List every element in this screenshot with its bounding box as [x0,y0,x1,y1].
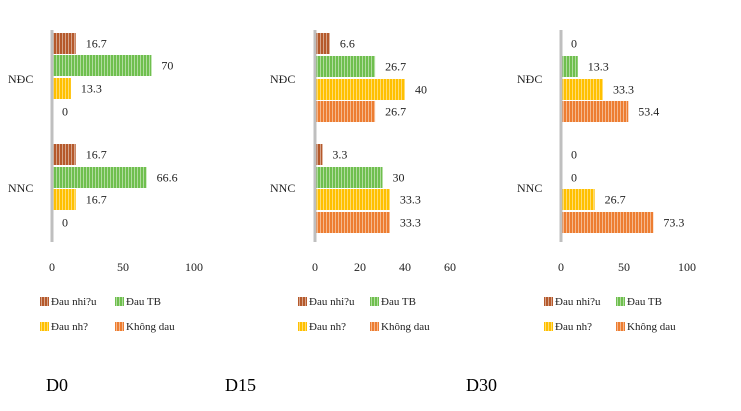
data-label-dau-tb-ndc: 70 [161,59,173,73]
data-label-dau-nhe-nnc: 26.7 [605,193,626,207]
data-label-khong-dau-nnc: 73.3 [663,216,684,230]
legend-label-khong-dau: Không dau [126,321,175,333]
data-label-dau-nhieu-nnc: 3.3 [332,148,347,162]
bar-dau-nhe-nnc [315,189,390,210]
data-label-dau-nhe-ndc: 13.3 [81,82,102,96]
data-label-dau-nhe-nnc: 16.7 [86,193,107,207]
data-label-dau-tb-nnc: 66.6 [157,171,178,185]
data-label-khong-dau-ndc: 53.4 [638,105,659,119]
data-label-dau-nhe-ndc: 40 [415,83,427,97]
bar-dau-nhe-ndc [52,78,71,99]
x-tick-label-50: 50 [618,260,630,274]
x-tick-label-0: 0 [558,260,564,274]
data-label-dau-nhe-nnc: 33.3 [400,193,421,207]
category-label-ndc: NĐC [270,72,295,86]
bar-dau-nhieu-ndc [315,33,330,54]
data-label-dau-nhieu-ndc: 0 [571,37,577,51]
legend-label-dau-nhieu: Đau nhi?u [555,296,601,308]
data-label-khong-dau-nnc: 33.3 [400,216,421,230]
data-label-dau-nhieu-ndc: 16.7 [86,37,107,51]
x-tick-label-100: 100 [185,260,203,274]
bar-dau-tb-nnc [315,167,383,188]
legend-swatch-dau-nhe [40,322,49,331]
data-label-dau-tb-ndc: 26.7 [385,60,406,74]
data-label-dau-nhieu-nnc: 16.7 [86,148,107,162]
legend-label-dau-nhieu: Đau nhi?u [51,296,97,308]
data-label-dau-tb-ndc: 13.3 [588,60,609,74]
legend-swatch-dau-nhieu [298,297,307,306]
bar-dau-nhieu-nnc [52,144,76,165]
legend-label-dau-tb: Đau TB [126,296,161,308]
panel-label-d30: D30 [466,375,497,395]
bar-dau-tb-ndc [315,56,376,77]
panel-label-d0: D0 [46,375,68,395]
legend-label-khong-dau: Không dau [381,321,430,333]
data-label-khong-dau-ndc: 0 [62,105,68,119]
bar-khong-dau-ndc [315,101,376,122]
category-label-nnc: NNC [8,181,33,195]
data-label-dau-nhieu-nnc: 0 [571,148,577,162]
category-label-nnc: NNC [517,181,542,195]
bar-khong-dau-nnc [561,212,654,233]
category-label-ndc: NĐC [8,72,33,86]
panel-label-d15: D15 [225,375,256,395]
chart-panel-1: 16.7 70 13.3 0 NĐC 16.7 66.6 16.7 0 NNC 0 50 100 Đau … [8,30,203,333]
legend-swatch-dau-nhe [544,322,553,331]
bar-dau-nhe-ndc [315,79,405,100]
legend-label-dau-tb: Đau TB [627,296,662,308]
bar-dau-tb-nnc [52,167,147,188]
legend-label-dau-nhe: Đau nh? [51,321,88,333]
category-label-nnc: NNC [270,181,295,195]
data-label-dau-nhieu-ndc: 6.6 [340,37,355,51]
x-tick-label-0: 0 [49,260,55,274]
x-tick-label-20: 20 [354,260,366,274]
x-tick-label-100: 100 [678,260,696,274]
legend-swatch-dau-tb [115,297,124,306]
bar-dau-nhe-nnc [52,189,76,210]
x-tick-label-40: 40 [399,260,411,274]
bar-khong-dau-ndc [561,101,629,122]
data-label-dau-nhe-ndc: 33.3 [613,83,634,97]
legend-swatch-khong-dau [370,322,379,331]
legend-label-dau-tb: Đau TB [381,296,416,308]
bar-dau-nhe-ndc [561,79,603,100]
bar-khong-dau-nnc [315,212,390,233]
legend-2: Đau nhi?u Đau TB Đau nh? Không dau [298,296,430,333]
data-label-dau-tb-nnc: 0 [571,171,577,185]
chart-panel-3: 0 13.3 33.3 53.4 NĐC 0 0 26.7 73.3 NNC 0 50 100 Đau n… [517,30,696,333]
category-label-ndc: NĐC [517,72,542,86]
bar-dau-nhieu-nnc [315,144,323,165]
legend-swatch-khong-dau [616,322,625,331]
legend-swatch-khong-dau [115,322,124,331]
x-tick-label-0: 0 [312,260,318,274]
legend-label-dau-nhe: Đau nh? [309,321,346,333]
data-label-khong-dau-ndc: 26.7 [385,105,406,119]
legend-3: Đau nhi?u Đau TB Đau nh? Không dau [544,296,676,333]
data-label-dau-tb-nnc: 30 [393,171,405,185]
x-tick-label-60: 60 [444,260,456,274]
legend-swatch-dau-tb [370,297,379,306]
legend-label-dau-nhe: Đau nh? [555,321,592,333]
legend-label-dau-nhieu: Đau nhi?u [309,296,355,308]
legend-swatch-dau-nhieu [40,297,49,306]
legend-1: Đau nhi?u Đau TB Đau nh? Không dau [40,296,175,333]
legend-swatch-dau-nhieu [544,297,553,306]
data-label-khong-dau-nnc: 0 [62,216,68,230]
legend-swatch-dau-tb [616,297,625,306]
chart-panel-2: 6.6 26.7 40 26.7 NĐC 3.3 30 33.3 33.3 NNC 0 20 40 60 Đ… [270,30,456,333]
bar-dau-tb-ndc [52,55,152,76]
bar-dau-nhieu-ndc [52,33,76,54]
bar-dau-tb-ndc [561,56,578,77]
legend-label-khong-dau: Không dau [627,321,676,333]
bar-dau-nhe-nnc [561,189,595,210]
legend-swatch-dau-nhe [298,322,307,331]
x-tick-label-50: 50 [117,260,129,274]
